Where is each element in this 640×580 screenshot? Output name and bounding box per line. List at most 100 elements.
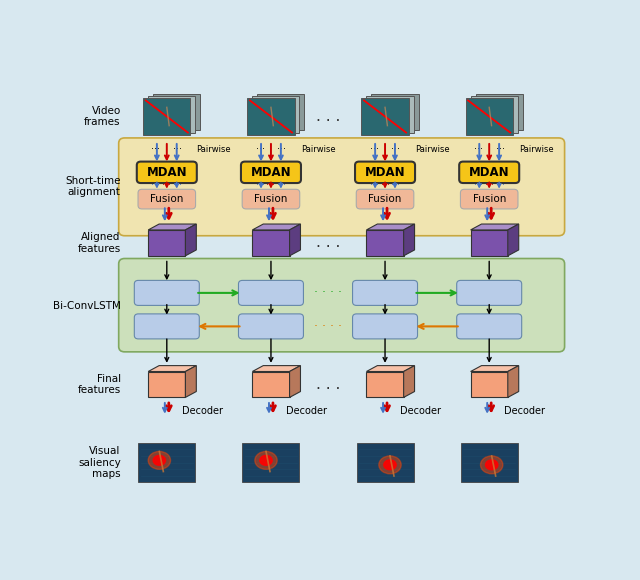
Text: Video
frames: Video frames xyxy=(84,106,121,127)
Ellipse shape xyxy=(486,460,498,470)
FancyBboxPatch shape xyxy=(137,162,197,183)
Text: Fusion: Fusion xyxy=(369,194,402,204)
Polygon shape xyxy=(470,230,508,256)
Polygon shape xyxy=(289,224,300,256)
FancyBboxPatch shape xyxy=(476,94,523,130)
FancyBboxPatch shape xyxy=(355,162,415,183)
Text: ...: ... xyxy=(173,177,182,187)
Text: ...: ... xyxy=(266,177,275,187)
Polygon shape xyxy=(367,365,415,372)
Text: ...: ... xyxy=(484,177,493,187)
Ellipse shape xyxy=(148,451,170,469)
Polygon shape xyxy=(367,230,404,256)
Ellipse shape xyxy=(384,460,396,470)
Text: Fusion: Fusion xyxy=(254,194,287,204)
Text: · · · ·: · · · · xyxy=(314,320,342,333)
Text: ...: ... xyxy=(495,140,504,151)
FancyBboxPatch shape xyxy=(143,98,190,135)
Polygon shape xyxy=(367,224,415,230)
Text: ...: ... xyxy=(370,140,379,151)
Text: Pairwise: Pairwise xyxy=(415,144,449,154)
Polygon shape xyxy=(148,372,186,397)
Text: ...: ... xyxy=(255,140,264,151)
FancyBboxPatch shape xyxy=(257,94,305,130)
FancyBboxPatch shape xyxy=(252,96,300,133)
Text: . . .: . . . xyxy=(316,377,340,392)
Text: Decoder: Decoder xyxy=(504,405,545,416)
Text: Decoder: Decoder xyxy=(182,405,223,416)
Polygon shape xyxy=(252,365,300,372)
Text: MDAN: MDAN xyxy=(147,166,187,179)
FancyBboxPatch shape xyxy=(148,96,195,133)
Polygon shape xyxy=(148,365,196,372)
FancyBboxPatch shape xyxy=(371,94,419,130)
FancyBboxPatch shape xyxy=(239,280,303,306)
Text: Bi-ConvLSTM: Bi-ConvLSTM xyxy=(52,301,121,311)
FancyBboxPatch shape xyxy=(457,280,522,306)
FancyBboxPatch shape xyxy=(138,443,195,482)
Text: ...: ... xyxy=(277,177,286,187)
Ellipse shape xyxy=(153,455,166,465)
Polygon shape xyxy=(470,224,518,230)
Polygon shape xyxy=(470,372,508,397)
Text: ...: ... xyxy=(392,177,401,187)
Text: . . .: . . . xyxy=(316,235,340,251)
FancyBboxPatch shape xyxy=(134,280,199,306)
Text: Fusion: Fusion xyxy=(150,194,184,204)
FancyBboxPatch shape xyxy=(353,280,417,306)
Polygon shape xyxy=(470,365,518,372)
Text: . . .: . . . xyxy=(316,109,340,124)
Polygon shape xyxy=(252,230,289,256)
FancyBboxPatch shape xyxy=(118,138,564,235)
FancyBboxPatch shape xyxy=(134,314,199,339)
Text: Decoder: Decoder xyxy=(400,405,441,416)
Text: ...: ... xyxy=(163,177,172,187)
FancyBboxPatch shape xyxy=(153,94,200,130)
Polygon shape xyxy=(148,230,186,256)
Text: Pairwise: Pairwise xyxy=(519,144,554,154)
Polygon shape xyxy=(289,365,300,397)
Text: Short-time
alignment: Short-time alignment xyxy=(65,176,121,197)
Text: Final
features: Final features xyxy=(77,374,121,395)
Text: ...: ... xyxy=(173,140,182,151)
FancyBboxPatch shape xyxy=(470,96,518,133)
Ellipse shape xyxy=(379,456,401,474)
FancyBboxPatch shape xyxy=(367,96,413,133)
Polygon shape xyxy=(148,224,196,230)
FancyBboxPatch shape xyxy=(460,189,518,209)
Text: ...: ... xyxy=(152,177,161,187)
FancyBboxPatch shape xyxy=(239,314,303,339)
FancyBboxPatch shape xyxy=(138,189,196,209)
Text: ...: ... xyxy=(495,177,504,187)
Text: · · · ·: · · · · xyxy=(314,287,342,299)
Text: Decoder: Decoder xyxy=(286,405,327,416)
FancyBboxPatch shape xyxy=(243,443,300,482)
Text: MDAN: MDAN xyxy=(365,166,405,179)
FancyBboxPatch shape xyxy=(118,259,564,352)
FancyBboxPatch shape xyxy=(356,443,413,482)
Polygon shape xyxy=(186,224,196,256)
FancyBboxPatch shape xyxy=(466,98,513,135)
Text: Aligned
features: Aligned features xyxy=(77,232,121,253)
Text: MDAN: MDAN xyxy=(251,166,291,179)
FancyBboxPatch shape xyxy=(457,314,522,339)
Polygon shape xyxy=(508,365,518,397)
FancyBboxPatch shape xyxy=(248,98,294,135)
Text: Pairwise: Pairwise xyxy=(301,144,335,154)
Text: ...: ... xyxy=(474,177,483,187)
Text: ...: ... xyxy=(255,177,264,187)
Text: MDAN: MDAN xyxy=(469,166,509,179)
Text: ...: ... xyxy=(474,140,483,151)
Text: ...: ... xyxy=(152,140,161,151)
Polygon shape xyxy=(404,224,415,256)
Text: ...: ... xyxy=(392,140,401,151)
FancyBboxPatch shape xyxy=(353,314,417,339)
Polygon shape xyxy=(252,224,300,230)
Ellipse shape xyxy=(260,455,272,465)
Polygon shape xyxy=(508,224,518,256)
Polygon shape xyxy=(186,365,196,397)
Text: Pairwise: Pairwise xyxy=(196,144,231,154)
FancyBboxPatch shape xyxy=(356,189,414,209)
FancyBboxPatch shape xyxy=(461,443,518,482)
FancyBboxPatch shape xyxy=(241,162,301,183)
